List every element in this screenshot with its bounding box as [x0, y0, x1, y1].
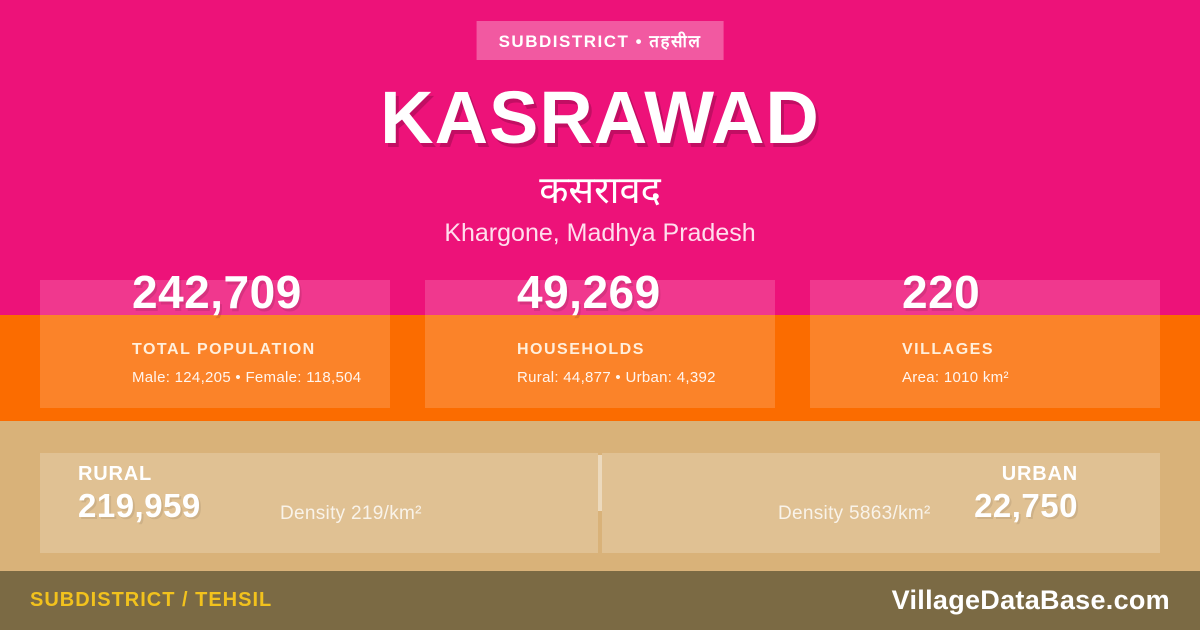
rural-density: Density 219/km²	[280, 503, 422, 524]
footer-bar	[0, 571, 1200, 630]
location-subtitle: Khargone, Madhya Pradesh	[444, 219, 756, 247]
villages-detail: Area: 1010 km²	[902, 369, 1009, 386]
rural-panel: RURAL 219,959	[40, 453, 598, 553]
stat-card-villages: 220 VILLAGES Area: 1010 km²	[810, 268, 1160, 408]
subdistrict-badge: SUBDISTRICT • तहसील	[476, 21, 724, 60]
header-band	[0, 0, 1200, 315]
stat-card-households: 49,269 HOUSEHOLDS Rural: 44,877 • Urban:…	[425, 268, 775, 408]
households-label: HOUSEHOLDS	[517, 341, 645, 358]
urban-value: 22,750	[974, 487, 1078, 524]
urban-panel: URBAN 22,750	[602, 453, 1160, 553]
stat-row: 242,709 TOTAL POPULATION Male: 124,205 •…	[40, 268, 1160, 408]
villages-label: VILLAGES	[902, 341, 995, 358]
stats-band	[0, 315, 1200, 421]
site-link[interactable]: VillageDataBase.com	[891, 585, 1170, 615]
urban-label: URBAN	[1001, 463, 1078, 485]
households-value: 49,269	[517, 266, 661, 318]
population-value: 242,709	[132, 266, 302, 318]
urban-density: Density 5863/km²	[778, 503, 931, 524]
page-title-hindi: कसरावद	[539, 170, 661, 212]
rural-value: 219,959	[78, 487, 201, 524]
villages-value: 220	[902, 266, 981, 318]
page-title: KASRAWAD	[380, 76, 820, 159]
population-detail: Male: 124,205 • Female: 118,504	[132, 369, 362, 386]
rural-label: RURAL	[78, 463, 152, 485]
rural-urban-divider	[598, 455, 602, 511]
stat-card-population: 242,709 TOTAL POPULATION Male: 124,205 •…	[40, 268, 390, 408]
population-label: TOTAL POPULATION	[132, 341, 316, 358]
footer: SUBDISTRICT / TEHSIL VillageDataBase.com	[0, 571, 1200, 630]
footer-type-label: SUBDISTRICT / TEHSIL	[30, 589, 273, 611]
households-detail: Rural: 44,877 • Urban: 4,392	[517, 369, 716, 386]
